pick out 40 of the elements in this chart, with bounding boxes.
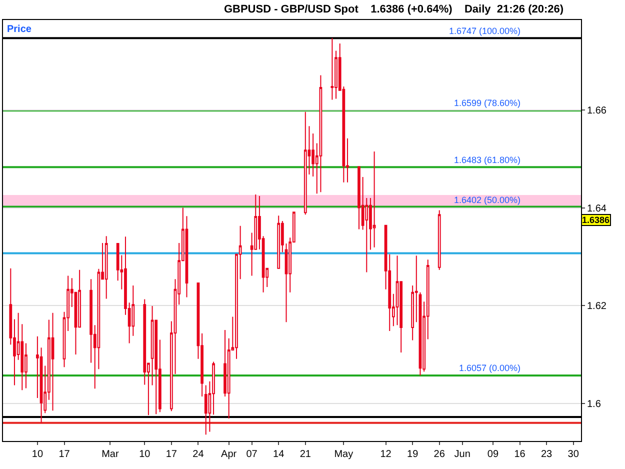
candlestick (104, 236, 108, 300)
ref-line-label: 1.6747 (100.00%) (449, 26, 521, 36)
ref-line-label: 1.6057 (0.00%) (459, 363, 521, 373)
candlestick (51, 312, 54, 412)
x-tick-label: 24 (192, 449, 204, 460)
ref-line-label: 1.6402 (50.00%) (454, 195, 521, 205)
y-axis-title: Price (7, 24, 32, 35)
x-tick-label: 16 (514, 449, 526, 460)
ref-line-label: 1.6599 (78.60%) (454, 98, 521, 108)
x-tick-label: Apr (221, 449, 238, 460)
y-tick-label: 1.62 (587, 301, 607, 312)
x-tick-label: May (334, 449, 354, 460)
candlestick (438, 210, 441, 270)
y-tick-label: 1.64 (587, 203, 607, 214)
x-tick-label: 14 (273, 449, 285, 460)
x-tick-label: 30 (568, 449, 580, 460)
candlestick (372, 151, 376, 248)
candlestick (304, 111, 307, 216)
x-tick-label: 09 (487, 449, 499, 460)
x-tick-label: 23 (540, 449, 553, 460)
ref-line-label: 1.6483 (61.80%) (454, 155, 521, 165)
x-tick-label: 19 (407, 449, 419, 460)
x-tick-label: Mar (102, 449, 120, 460)
y-tick-label: 1.66 (587, 105, 607, 116)
x-tick-label: 17 (58, 449, 70, 460)
x-tick-label: 21 (300, 449, 312, 460)
candlestick (277, 215, 280, 269)
x-tick-label: 26 (434, 449, 446, 460)
x-tick-label: 10 (139, 449, 151, 460)
candlestick (319, 74, 322, 193)
text: 1.6386 (582, 215, 610, 225)
chart-title: GBPUSD - GBP/USD Spot 1.6386 (+0.64%) Daily 21:26 (20:26) (224, 3, 564, 16)
x-tick-label: Jun (454, 449, 470, 460)
candlestick (330, 38, 334, 100)
candlestick (358, 166, 360, 230)
x-tick-label: 17 (166, 449, 178, 460)
x-tick-label: 10 (32, 449, 44, 460)
x-tick-label: 12 (380, 449, 392, 460)
y-tick-label: 1.6 (587, 398, 602, 410)
x-tick-label: 07 (246, 449, 258, 460)
